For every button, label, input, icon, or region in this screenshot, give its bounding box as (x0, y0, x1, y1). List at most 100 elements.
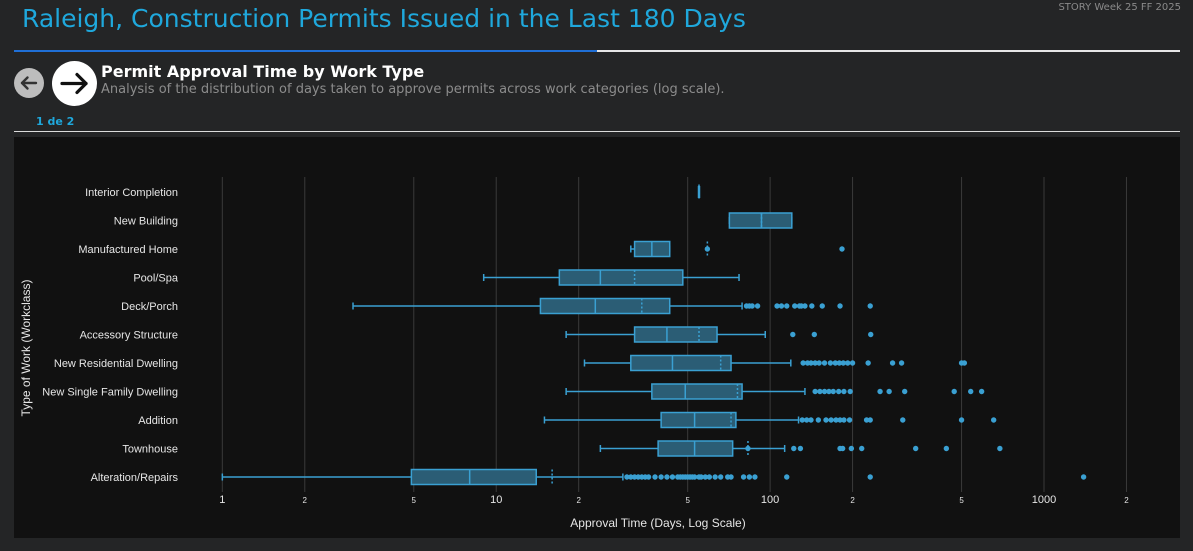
box-outlier-point (846, 417, 853, 423)
box-outlier-point (859, 445, 865, 452)
box-outlier-point (778, 303, 785, 309)
box-outlier-point (837, 303, 843, 309)
box-outlier-point (652, 474, 658, 480)
box-outlier-point (841, 388, 847, 395)
box-iqr (651, 383, 743, 400)
box-outlier-point (886, 388, 892, 395)
box-outlier-point (808, 360, 814, 366)
box-outlier-point (811, 331, 818, 338)
box-outlier-point (968, 388, 974, 395)
slide-title: Permit Approval Time by Work Type (101, 62, 425, 81)
box-outlier-point (912, 445, 919, 452)
box-outlier-point (817, 388, 823, 395)
y-category-label: New Building (114, 216, 178, 228)
box-outlier-point (978, 388, 985, 395)
box-outlier-point (645, 474, 652, 480)
box-outlier-point (832, 360, 839, 366)
next-slide-button[interactable] (52, 61, 97, 106)
box-outlier-point (990, 417, 997, 423)
x-tick-label: 2 (576, 496, 581, 505)
chart-panel: 1 2 5 10 2 5 100 2 5 1000 2 Interior Completion New … (14, 137, 1180, 538)
box-outlier-point (797, 445, 804, 452)
box-outlier-point (704, 246, 711, 252)
box-outlier-point (752, 474, 758, 480)
box-outlier-point (698, 474, 704, 480)
box-outlier-point (774, 303, 780, 309)
box-outlier-point (848, 445, 855, 452)
box-outlier-point (791, 445, 797, 452)
box-outlier-point (808, 417, 814, 423)
x-tick-label: 10 (490, 494, 502, 506)
box-outlier-point (800, 360, 806, 366)
box-outlier-point (837, 417, 843, 423)
box-iqr (558, 269, 684, 286)
box-iqr (657, 440, 734, 457)
page-indicator[interactable]: 1 de 2 (36, 115, 75, 128)
box-outlier-point (754, 303, 761, 309)
box-outlier-point (717, 474, 724, 480)
box-outlier-point (865, 360, 871, 366)
box-outlier-point (812, 388, 818, 395)
x-axis-title: Approval Time (Days, Log Scale) (570, 516, 745, 530)
y-category-label: Manufactured Home (78, 244, 178, 256)
x-tick-label: 2 (1124, 496, 1129, 505)
box-outlier-point (958, 417, 965, 423)
x-tick-label: 2 (303, 496, 308, 505)
y-category-label: New Single Family Dwelling (42, 387, 178, 399)
label-layer: 1 2 5 10 2 5 100 2 5 1000 2 Interior Completion New … (42, 187, 1129, 506)
box-outlier-point (833, 417, 839, 423)
y-category-label: Accessory Structure (80, 330, 178, 342)
box-outlier-point (826, 388, 832, 395)
box-outlier-point (812, 360, 818, 366)
box-outlier-point (847, 388, 853, 395)
box-iqr (633, 326, 718, 343)
box-outlier-point (830, 388, 836, 395)
box-outlier-point (821, 360, 828, 366)
box-outlier-point (900, 417, 906, 423)
y-axis-title: Type of Work (Workclass) (19, 280, 33, 417)
box-outlier-point (664, 474, 670, 480)
story-tagline: STORY Week 25 FF 2025 (1058, 2, 1181, 13)
box-outlier-point (706, 474, 713, 480)
box-outlier-point (819, 303, 825, 309)
box-outlier-point (951, 388, 957, 395)
box-outlier-point (799, 417, 805, 423)
box-outlier-point (839, 246, 845, 252)
story-progress-bar (14, 50, 1180, 52)
box-outlier-point (867, 474, 873, 480)
x-tick-label: 1 (219, 494, 225, 506)
x-tick-label: 5 (959, 496, 964, 505)
box-outlier-point (784, 474, 790, 480)
x-tick-label: 2 (850, 496, 855, 505)
box-outlier-point (845, 360, 851, 366)
box-addition (543, 411, 997, 429)
y-category-label: New Residential Dwelling (54, 358, 178, 370)
box-outlier-point (841, 417, 847, 423)
box-outlier-point (898, 360, 905, 366)
box-layer (221, 184, 1087, 486)
story-progress-fill (14, 50, 597, 52)
box-iqr (660, 411, 737, 429)
box-outlier-point (790, 331, 796, 338)
box-outlier-point (815, 417, 822, 423)
box-outlier-point (867, 417, 873, 423)
box-new-building (728, 212, 793, 229)
header-divider (14, 131, 1180, 132)
box-outlier-point (624, 474, 630, 480)
box-outlier-point (702, 474, 709, 480)
box-outlier-point (712, 474, 718, 480)
box-iqr (410, 468, 537, 486)
box-iqr (630, 354, 732, 372)
box-deck-porch (352, 297, 873, 315)
box-accessory-structure (565, 326, 874, 343)
x-tick-label: 5 (412, 496, 417, 505)
box-outlier-point (628, 474, 634, 480)
y-category-label: Pool/Spa (133, 273, 179, 285)
box-iqr (728, 212, 793, 229)
y-category-label: Alteration/Repairs (91, 472, 179, 484)
previous-slide-button[interactable] (14, 68, 44, 98)
box-outlier-point (745, 445, 751, 452)
box-outlier-point (803, 417, 810, 423)
box-outlier-point (749, 303, 755, 309)
arrow-right-icon (60, 72, 88, 95)
